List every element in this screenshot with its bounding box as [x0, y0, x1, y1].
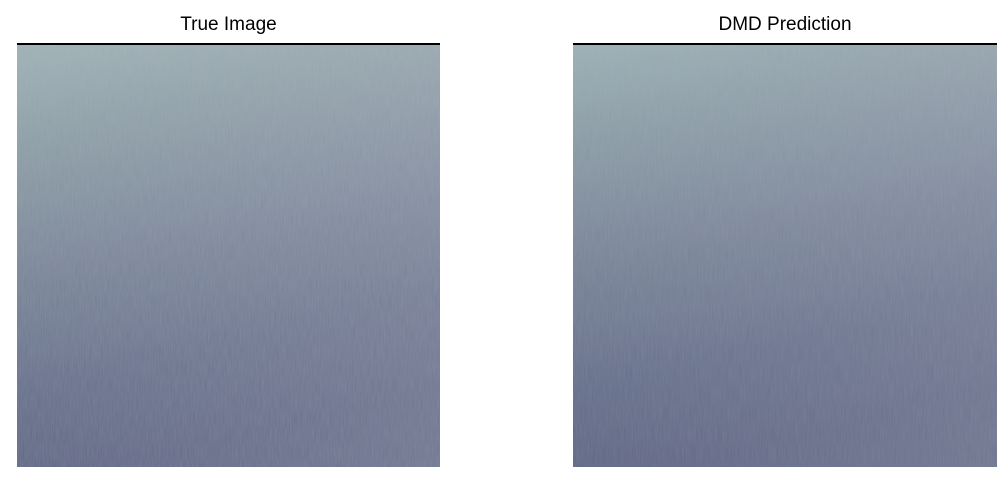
image-top-border: [573, 43, 997, 45]
true-image: [17, 44, 440, 467]
panel-title: DMD Prediction: [718, 14, 852, 35]
water-image-left: [17, 44, 440, 467]
image-top-border: [17, 43, 440, 45]
dmd-prediction-panel: DMD Prediction: [573, 0, 997, 484]
true-image-panel: True Image: [17, 0, 440, 484]
dmd-prediction-image: [573, 44, 997, 467]
panel-title: True Image: [180, 14, 277, 35]
water-image-right: [573, 44, 997, 467]
